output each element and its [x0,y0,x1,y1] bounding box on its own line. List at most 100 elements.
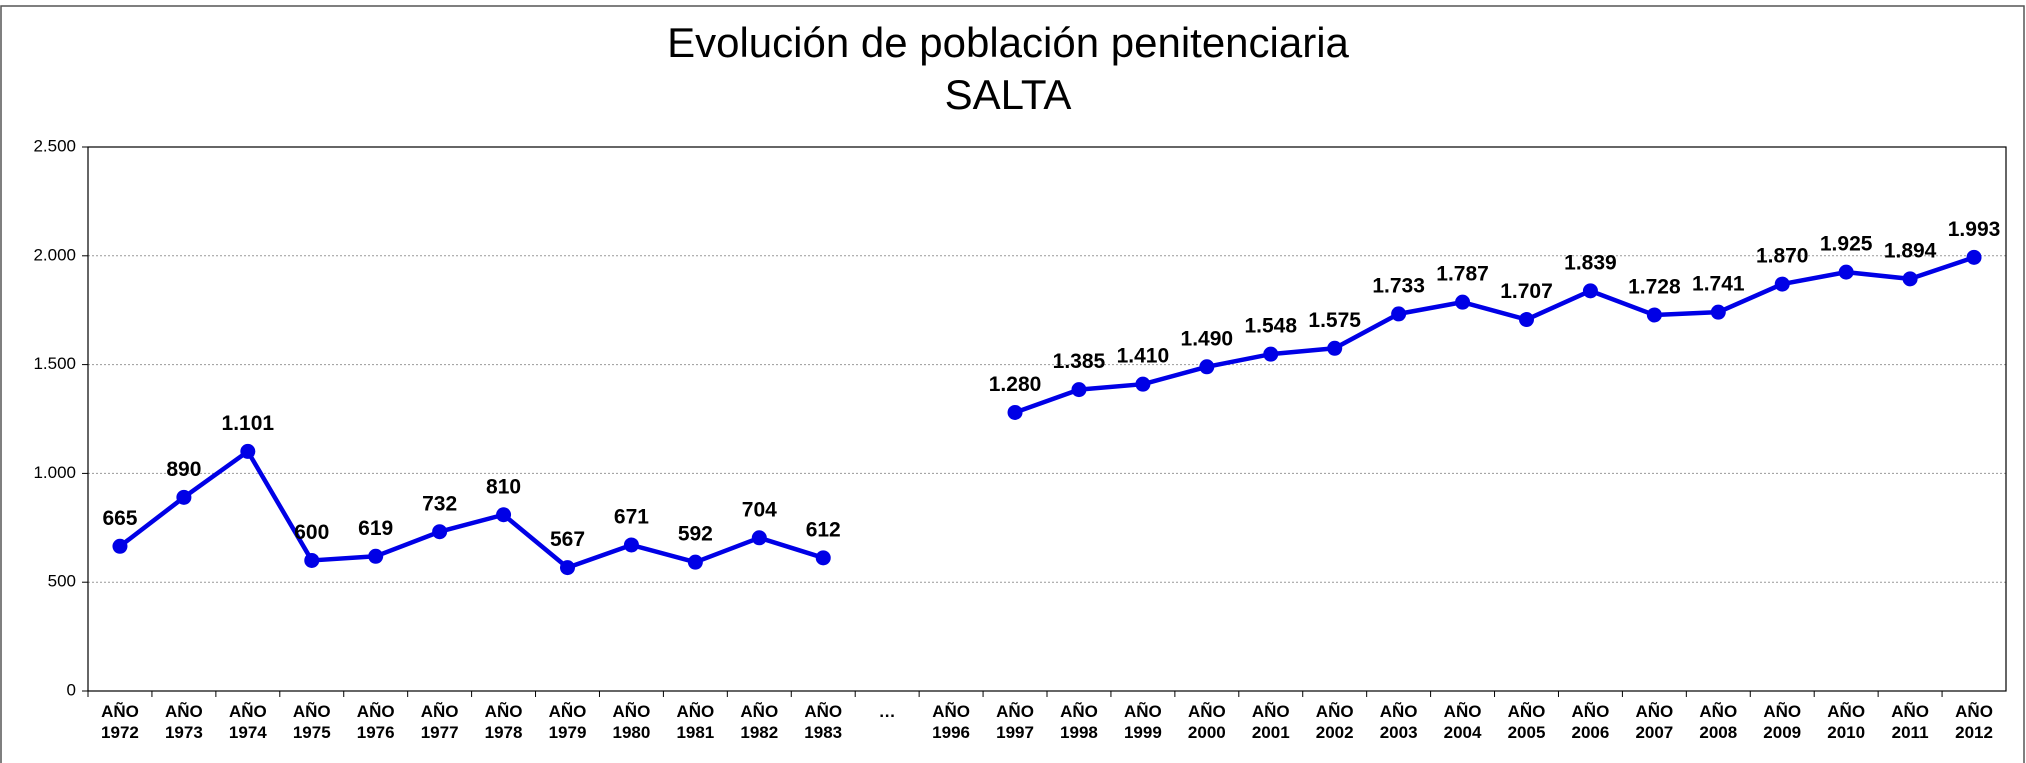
data-point [1774,276,1790,292]
x-tick-label: AÑO 2003 [1379,702,1418,742]
data-label: 1.733 [1372,274,1425,297]
x-tick-label: AÑO 2004 [1443,702,1482,742]
data-point [1710,304,1726,320]
data-point [1838,264,1854,280]
data-label: 1.548 [1244,315,1297,338]
data-point [560,560,575,576]
x-tick-label: AÑO 2005 [1507,702,1546,742]
y-tick-label: 500 [48,572,76,591]
data-point [1007,404,1023,420]
data-point [687,554,703,570]
x-tick-label: AÑO 2007 [1635,702,1674,742]
data-point [112,538,128,554]
plot-frame [87,146,2007,692]
y-tick-label: 2.500 [33,136,76,155]
x-tick-label: AÑO 2010 [1827,702,1866,742]
chart-title: Evolución de población penitenciaria [667,19,1349,66]
data-point [1902,271,1918,287]
data-point [1646,307,1662,323]
data-point [1966,249,1982,265]
data-label: 1.839 [1564,251,1617,274]
x-tick-label: AÑO 1973 [164,702,203,742]
data-label: 704 [742,498,777,521]
data-label: 890 [166,458,201,481]
data-label: 665 [102,507,137,530]
data-label: 1.787 [1436,263,1489,286]
y-tick-label: 1.000 [33,463,76,482]
data-point [1199,359,1215,375]
data-label: 671 [614,506,649,529]
x-tick-label: AÑO 2011 [1891,702,1929,742]
data-label: 1.894 [1884,239,1937,262]
data-label: 612 [806,518,841,541]
data-point [1327,340,1343,356]
data-label: 1.280 [989,373,1042,396]
data-label: 1.925 [1820,233,1873,256]
data-point [815,550,831,566]
data-point [176,489,192,505]
data-point [1071,382,1087,398]
x-tick-label: AÑO 2002 [1315,702,1354,742]
data-label: 1.993 [1948,218,2001,241]
data-point [1455,294,1471,310]
data-label: 1.385 [1053,350,1106,373]
data-label: 567 [550,528,585,551]
data-point [368,548,384,564]
chart-subtitle: SALTA [945,71,1072,118]
x-tick-label: AÑO 2012 [1955,702,1993,742]
x-tick-label: AÑO 1982 [740,702,779,742]
data-label: 619 [358,517,393,540]
x-tick-label: AÑO 1975 [292,702,331,742]
y-tick-label: 2.000 [33,245,76,264]
y-tick-label: 0 [67,680,76,699]
data-label: 1.575 [1308,309,1361,332]
x-tick-label: AÑO 1999 [1123,702,1162,742]
data-point [751,530,767,546]
x-tick-label: AÑO 1974 [228,702,267,742]
data-point [1519,312,1534,328]
x-tick-label: AÑO 2006 [1571,702,1610,742]
data-label: 1.728 [1628,276,1681,299]
x-tick-label: AÑO 1978 [484,702,523,742]
data-label: 600 [294,521,329,544]
data-point [496,507,512,523]
x-tick-label: … [878,702,896,721]
data-point [240,443,256,459]
data-point [623,537,639,553]
data-point [304,552,320,568]
data-point [1391,306,1407,322]
data-label: 1.490 [1181,327,1234,350]
data-point [432,524,448,540]
x-tick-label: AÑO 2009 [1763,702,1802,742]
x-tick-label: AÑO 1983 [804,702,843,742]
x-tick-label: AÑO 1979 [548,702,587,742]
data-point [1582,283,1598,299]
x-tick-label: AÑO 1976 [356,702,395,742]
y-tick-label: 1.500 [33,354,76,373]
data-label: 1.870 [1756,245,1809,268]
data-label: 1.707 [1500,280,1553,303]
data-label: 810 [486,475,521,498]
data-label: 732 [422,492,457,515]
data-point [1135,376,1151,392]
series-line [1014,255,1975,415]
x-tick-label: AÑO 1981 [676,702,715,742]
data-label: 1.741 [1692,273,1745,296]
x-tick-label: AÑO 1980 [612,702,651,742]
x-tick-label: AÑO 2001 [1251,702,1290,742]
data-label: 1.101 [222,412,275,435]
x-tick-label: AÑO 1998 [1060,702,1098,742]
x-tick-label: AÑO 1997 [996,702,1034,742]
x-tick-label: AÑO 1996 [932,702,970,742]
data-label: 1.410 [1117,345,1170,368]
x-tick-label: AÑO 2008 [1699,702,1738,742]
data-point [1263,346,1279,362]
series-line [118,449,824,570]
chart-border [0,5,2025,763]
x-tick-label: AÑO 2000 [1187,702,1226,742]
x-tick-label: AÑO 1977 [420,702,459,742]
x-tick-label: AÑO 1972 [101,702,139,742]
data-label: 592 [678,523,713,546]
